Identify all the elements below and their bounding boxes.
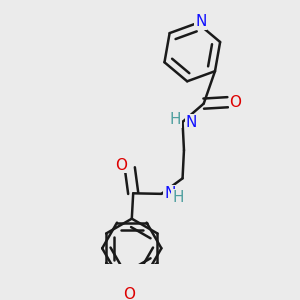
Text: H: H — [169, 112, 181, 127]
Text: N: N — [185, 115, 197, 130]
Text: O: O — [116, 158, 128, 172]
Text: O: O — [123, 287, 135, 300]
Text: N: N — [195, 14, 206, 29]
Text: H: H — [172, 190, 184, 205]
Text: N: N — [164, 186, 176, 201]
Text: O: O — [230, 95, 242, 110]
